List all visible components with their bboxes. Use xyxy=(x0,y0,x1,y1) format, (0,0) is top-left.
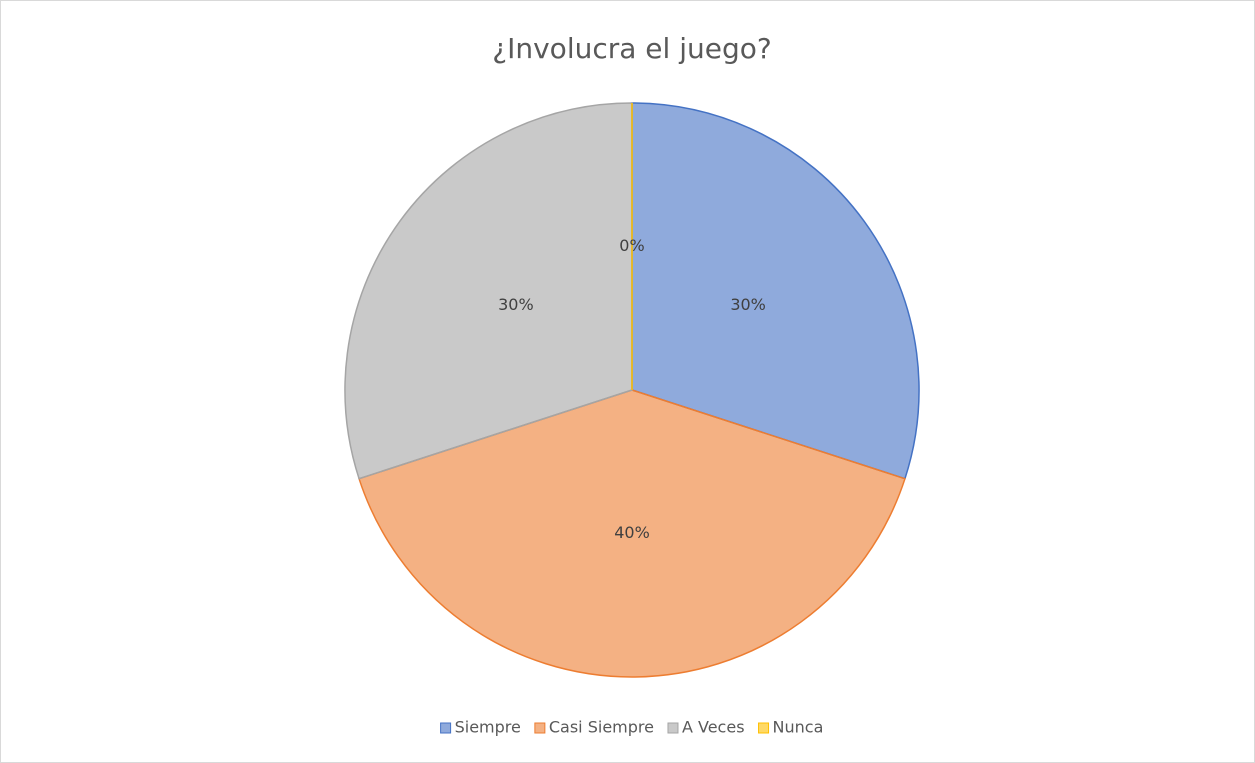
pie-slice xyxy=(631,102,920,480)
data-label: 40% xyxy=(614,523,650,542)
pie-slice xyxy=(344,102,633,480)
legend-swatch xyxy=(758,722,770,734)
legend-label: Nunca xyxy=(773,718,824,737)
legend: Siempre Casi Siempre A Veces Nunca xyxy=(440,718,824,737)
data-label: 30% xyxy=(498,295,534,314)
data-label: 0% xyxy=(619,236,644,255)
legend-label: Siempre xyxy=(455,718,521,737)
chart-title: ¿Involucra el juego? xyxy=(492,32,771,65)
legend-swatch xyxy=(534,722,546,734)
data-label: 30% xyxy=(730,295,766,314)
pie-slice xyxy=(358,389,906,678)
legend-swatch xyxy=(440,722,452,734)
legend-swatch xyxy=(667,722,679,734)
legend-label: Casi Siempre xyxy=(549,718,654,737)
legend-label: A Veces xyxy=(682,718,745,737)
